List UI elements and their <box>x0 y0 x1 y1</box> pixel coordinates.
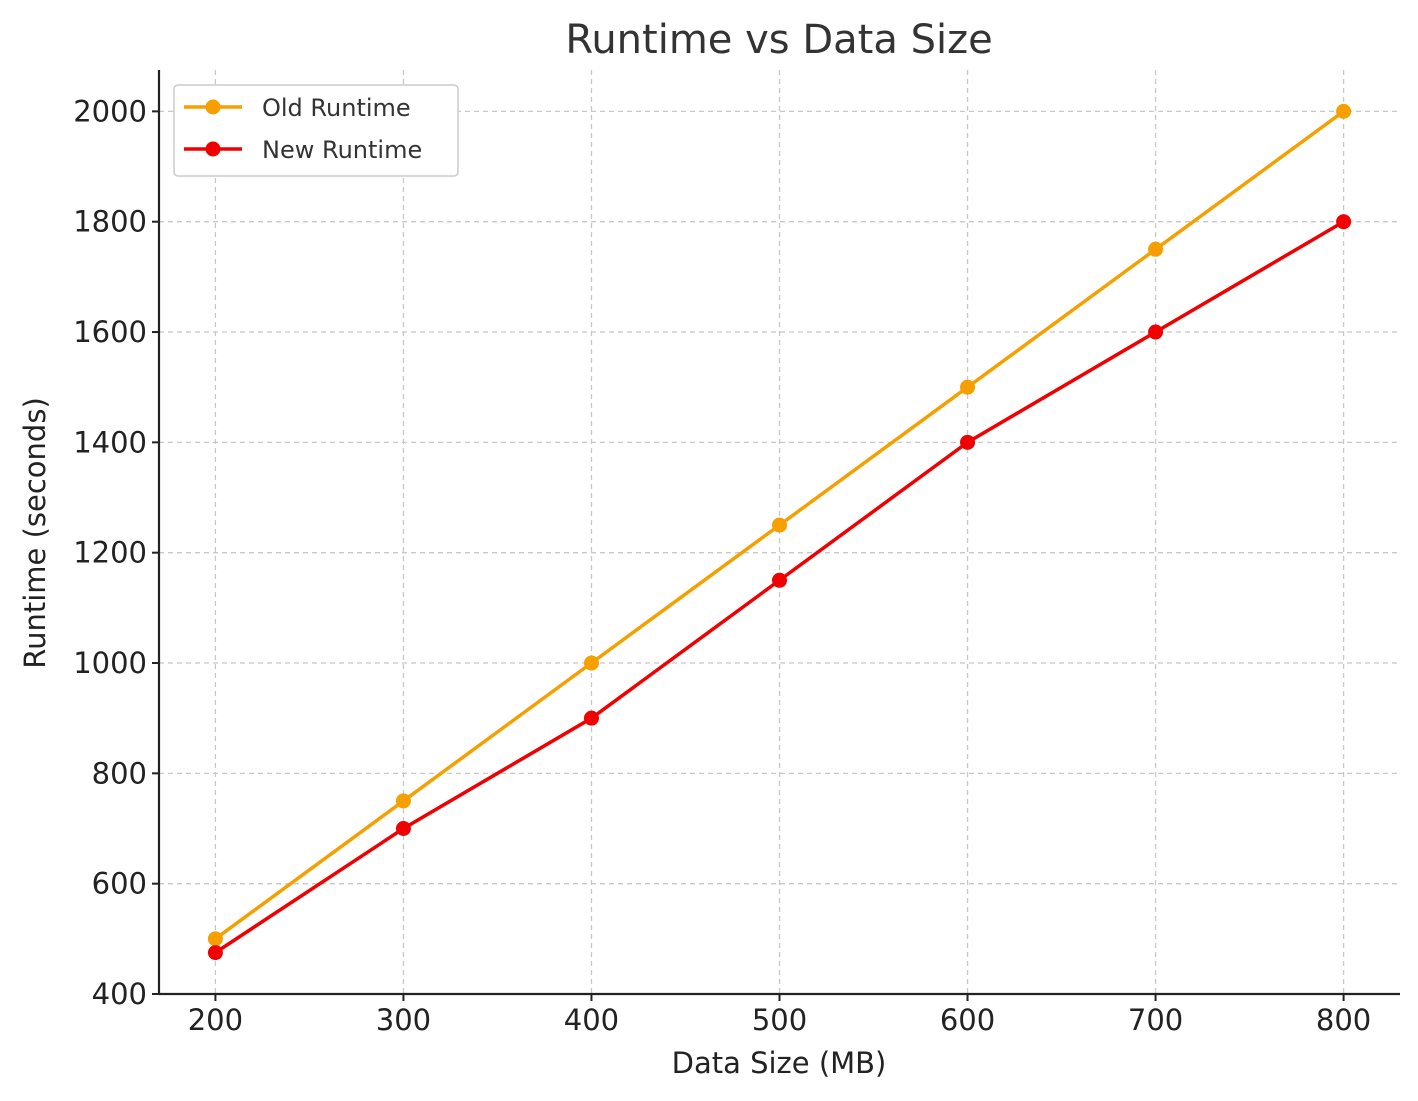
new-runtime-point <box>207 945 223 961</box>
old-runtime-point <box>960 379 976 395</box>
y-tick-label: 600 <box>92 867 147 901</box>
legend-new-marker <box>205 141 221 157</box>
legend-old-label: Old Runtime <box>262 94 411 122</box>
x-tick-label: 300 <box>376 1003 431 1037</box>
x-tick-label: 600 <box>940 1003 995 1037</box>
y-axis-label: Runtime (seconds) <box>18 397 52 669</box>
new-runtime-point <box>772 572 787 588</box>
x-tick-label: 800 <box>1316 1003 1371 1037</box>
y-tick-label: 1800 <box>73 205 147 239</box>
x-tick-label: 200 <box>188 1003 243 1037</box>
new-runtime-point <box>1148 324 1164 340</box>
y-tick-label: 800 <box>92 756 147 790</box>
legend-box <box>173 84 459 177</box>
legend-old-marker <box>205 99 221 115</box>
new-runtime-point <box>583 710 599 726</box>
new-runtime-point <box>960 434 976 450</box>
y-tick-label: 1000 <box>73 646 147 680</box>
old-runtime-point <box>1336 103 1352 119</box>
x-tick-label: 700 <box>1128 1003 1183 1037</box>
x-tick-label: 400 <box>564 1003 619 1037</box>
y-tick-label: 1400 <box>73 425 147 459</box>
legend: Old Runtime New Runtime <box>173 84 459 177</box>
old-runtime-point <box>772 517 787 533</box>
x-tick-label: 500 <box>752 1003 807 1037</box>
x-axis-label: Data Size (MB) <box>672 1046 887 1080</box>
chart-title: Runtime vs Data Size <box>565 17 992 63</box>
old-runtime-point <box>395 793 411 809</box>
series-lines <box>207 103 1352 961</box>
old-runtime-point <box>583 655 599 671</box>
axis-ticks: 200 300 400 500 600 700 800 400 600 800 1000 1200 14… <box>73 94 1371 1037</box>
y-tick-label: 2000 <box>73 94 147 128</box>
old-runtime-point <box>207 931 223 947</box>
new-runtime-point <box>1336 214 1352 230</box>
legend-new-label: New Runtime <box>262 136 422 164</box>
old-runtime-point <box>1148 241 1164 257</box>
new-runtime-point <box>395 821 411 837</box>
y-tick-label: 400 <box>92 977 147 1011</box>
y-tick-label: 1200 <box>73 536 147 570</box>
y-tick-label: 1600 <box>73 315 147 349</box>
